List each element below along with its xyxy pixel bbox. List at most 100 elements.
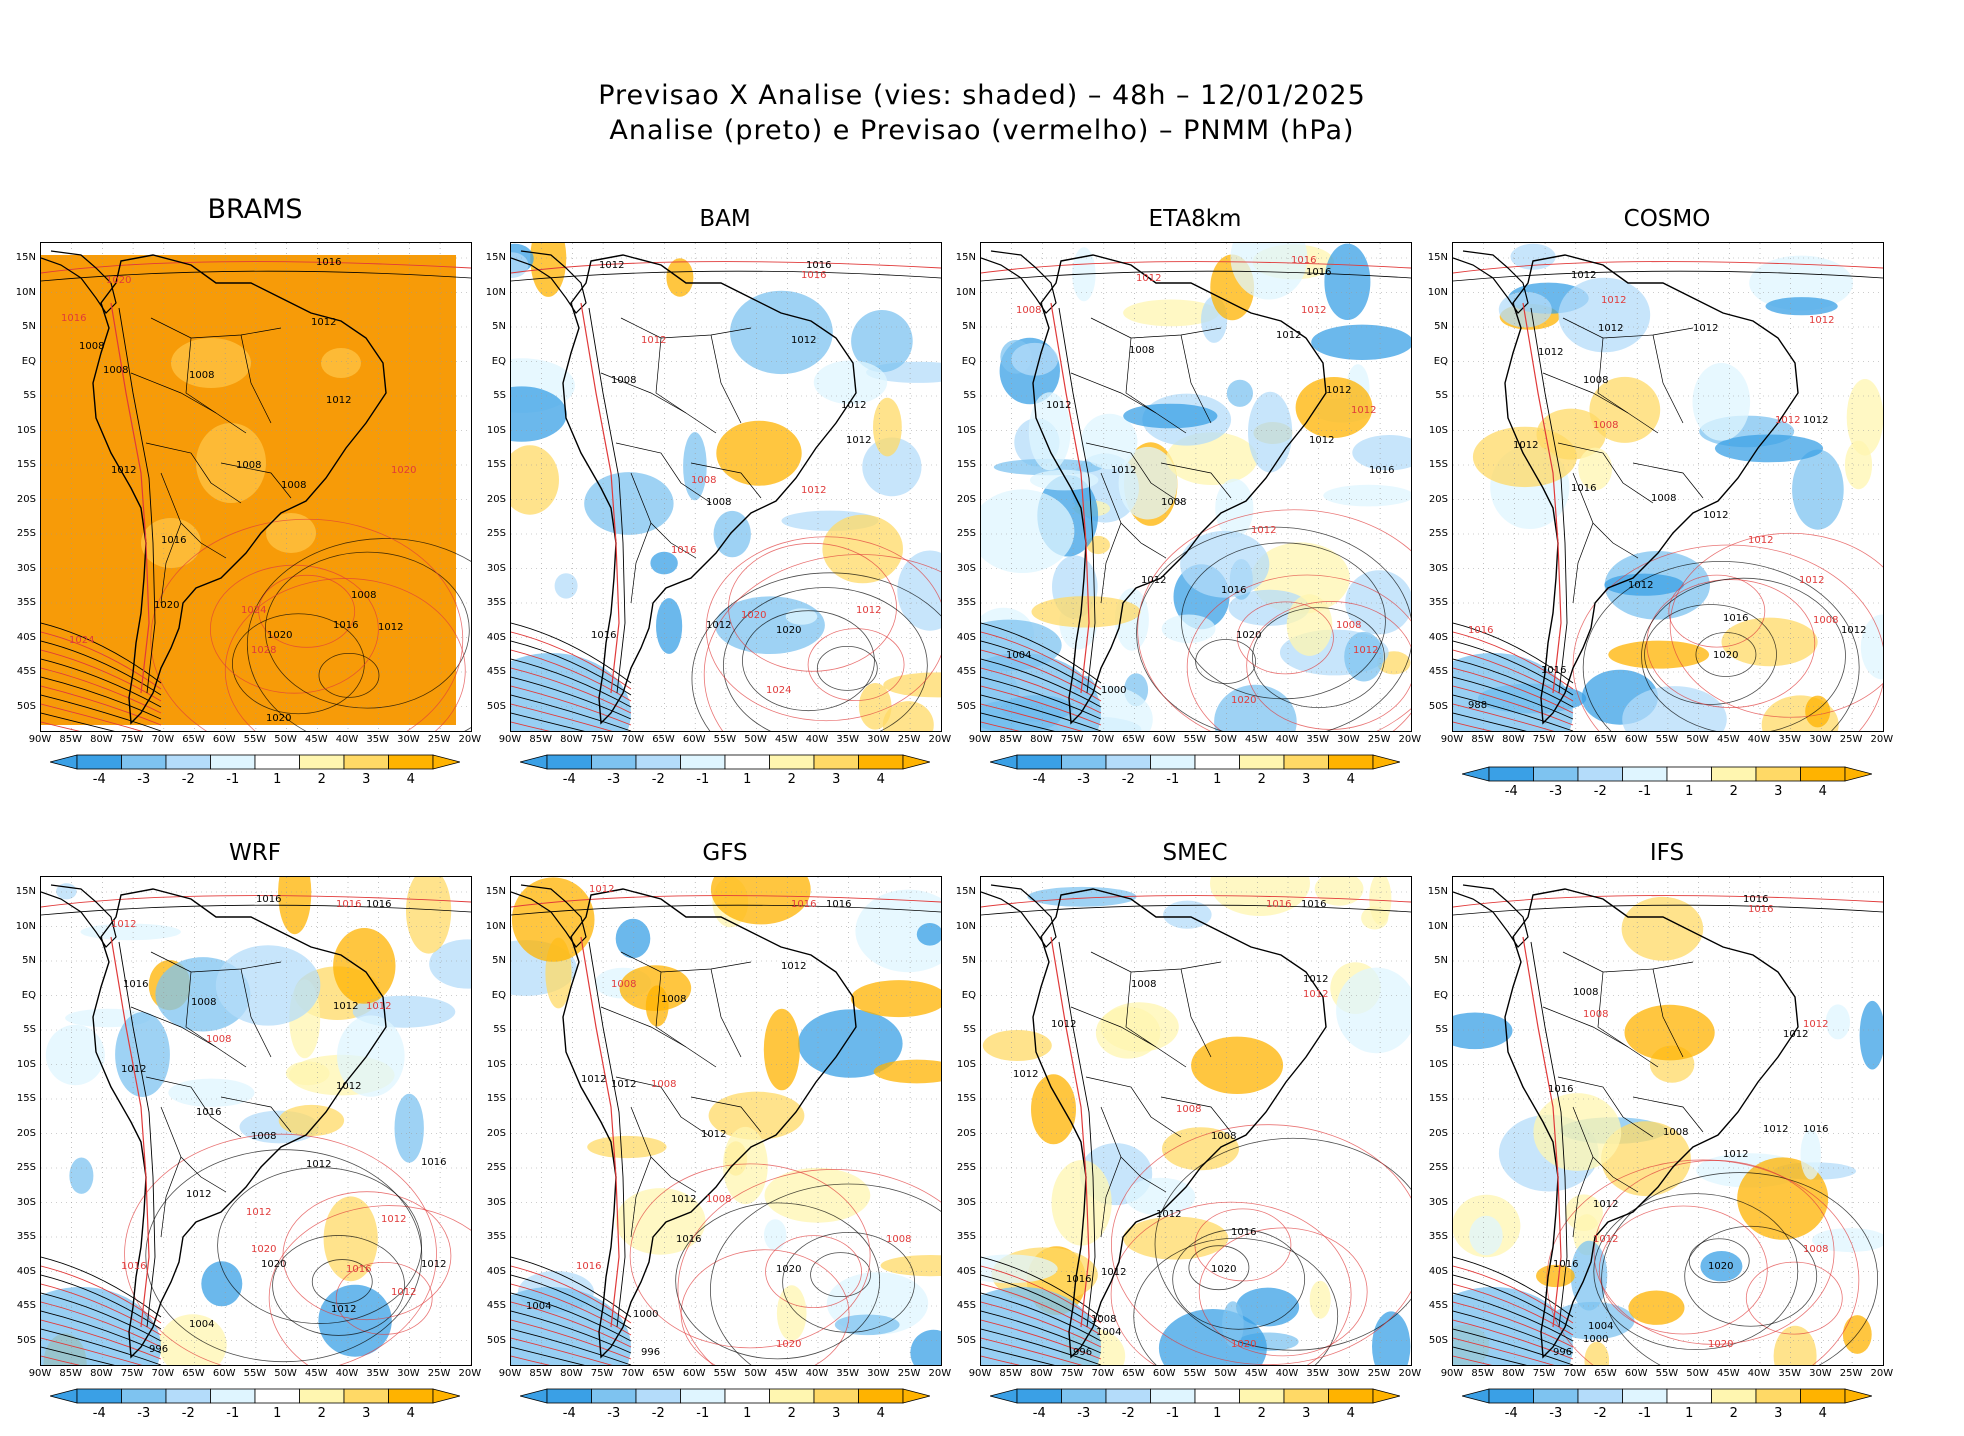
isobar-label: 1008: [886, 1234, 911, 1245]
lon-tick-label: 75W: [590, 734, 614, 745]
isobar: [41, 1328, 162, 1365]
coastline: [981, 884, 1057, 948]
lon-tick-label: 20W: [1870, 1368, 1894, 1379]
bias-patch: [910, 1329, 941, 1365]
isobar: [1453, 1283, 1574, 1336]
colorbar-swatch: [254, 754, 300, 770]
colorbar-label: 1: [743, 772, 752, 787]
lon-tick-label: 75W: [120, 1368, 144, 1379]
lat-tick-label: 40S: [1428, 631, 1448, 643]
lat-tick-label: 50S: [1428, 1334, 1448, 1346]
isobar-label: 1016: [791, 899, 816, 910]
title-line-1: Previsao X Analise (vies: shaded) – 48h …: [598, 80, 1366, 111]
isobar: [41, 703, 143, 731]
colorbar-label: 2: [1729, 1406, 1738, 1421]
colorbar-swatch: [1666, 766, 1712, 782]
isobar: [511, 631, 632, 690]
colorbar-label: -4: [562, 772, 576, 787]
bias-patch: [115, 1012, 170, 1097]
bias-patch: [1453, 1012, 1513, 1050]
isobar: [816, 646, 878, 691]
map-panel-ifs: 1016 1016 1008 1008 1012 1012 1016 1008 1012 1016…: [1452, 876, 1884, 1366]
lon-tick-label: 90W: [498, 734, 522, 745]
isobar: [1246, 601, 1411, 730]
isobar-label: 1016: [1541, 665, 1566, 676]
country-border: [240, 334, 272, 424]
isobar-label: 1012: [421, 1259, 446, 1270]
isobar-label: 1000: [1583, 1334, 1608, 1345]
lat-tick-label: 25S: [956, 1162, 976, 1173]
isobar: [511, 658, 632, 708]
isobar-label: 1012: [1111, 465, 1136, 476]
bias-patch: [650, 551, 678, 575]
colorbar-swatch: [1622, 1388, 1668, 1404]
isobar-label: 1012: [1723, 1149, 1748, 1160]
map-panel-cosmo: 1012 1012 1012 1012 1012 1012 1008 1008 1012 1012…: [1452, 242, 1884, 732]
isobar: [1530, 941, 1568, 1328]
lon-tick-label: 55W: [1183, 734, 1207, 745]
panel-title-eta8km: ETA8km: [1148, 206, 1242, 232]
lat-tick-label: 5N: [962, 955, 976, 966]
lon-tick-label: 75W: [1532, 1368, 1556, 1379]
lat-tick-label: 10S: [1428, 1058, 1448, 1070]
isobar: [1546, 1159, 1860, 1365]
isobar-label: 1012: [1101, 1267, 1126, 1278]
isobar-label: 1016: [61, 313, 86, 324]
lat-tick-label: 15S: [956, 459, 976, 470]
colorbar-swatch: [1755, 1388, 1801, 1404]
bias-patch: [584, 472, 674, 535]
bias-patch: [1215, 478, 1254, 538]
lon-tick-label: 25W: [1839, 734, 1863, 745]
isobar-label: 1016: [1231, 1227, 1256, 1238]
isobar: [41, 1337, 143, 1365]
isobar: [41, 1310, 162, 1354]
lon-tick-label: 45W: [1716, 734, 1740, 745]
colorbar-label: 3: [1774, 784, 1783, 799]
lon-tick-label: 75W: [590, 1368, 614, 1379]
country-border: [690, 1096, 762, 1133]
colorbar-label: 4: [1346, 772, 1355, 787]
isobar-label: 1012: [1841, 625, 1866, 636]
isobar-label: 1008: [1176, 1104, 1201, 1115]
isobar-label: 1008: [1131, 979, 1156, 990]
isobar: [1453, 1346, 1527, 1365]
country-border: [710, 968, 742, 1058]
country-border: [630, 1106, 697, 1193]
bias-patch: [1236, 1287, 1300, 1327]
lon-tick-label: 85W: [1471, 1368, 1494, 1379]
isobar-label: 1016: [826, 899, 851, 910]
country-border: [1562, 317, 1694, 339]
isobar: [1522, 302, 1562, 694]
lat-tick-label: 15N: [15, 252, 36, 263]
isobar: [1668, 574, 1766, 648]
lat-tick-label: 40S: [956, 1265, 976, 1277]
isobar-label: 1012: [1703, 510, 1728, 521]
bias-patch: [394, 1093, 424, 1163]
colorbar-label: 3: [832, 1406, 841, 1421]
bias-patch: [1584, 1341, 1610, 1365]
lon-tick-label: 40W: [1747, 1368, 1771, 1379]
bias-patch: [850, 980, 941, 1018]
isobar-label: 1012: [378, 622, 403, 633]
lon-tick-label: 70W: [621, 734, 645, 745]
colorbar-swatch: [813, 754, 859, 770]
title-line-2: Analise (preto) e Previsao (vermelho) – …: [609, 115, 1355, 146]
isobar: [1453, 1319, 1574, 1360]
lon-tick-label: 65W: [1122, 1368, 1145, 1379]
lon-tick-label: 90W: [1440, 1368, 1464, 1379]
isobar-label: 1020: [776, 625, 801, 636]
lon-tick-label: 30W: [397, 1368, 420, 1379]
lon-tick-label: 45W: [774, 734, 798, 745]
colorbar-label: 3: [362, 772, 371, 787]
bias-patch: [285, 1061, 330, 1086]
isobar-label: 1008: [1813, 615, 1838, 626]
lat-tick-label: 10N: [485, 920, 506, 932]
lat-tick-label: 10N: [955, 286, 976, 298]
isobar: [41, 1283, 162, 1336]
bias-patch: [1737, 1157, 1829, 1240]
isobar-label: 1020: [776, 1264, 801, 1275]
isobar-label: 1012: [1351, 405, 1376, 416]
colorbar-label: 1: [273, 1406, 282, 1421]
colorbar-swatch: [210, 754, 256, 770]
bias-patch: [1692, 363, 1751, 441]
